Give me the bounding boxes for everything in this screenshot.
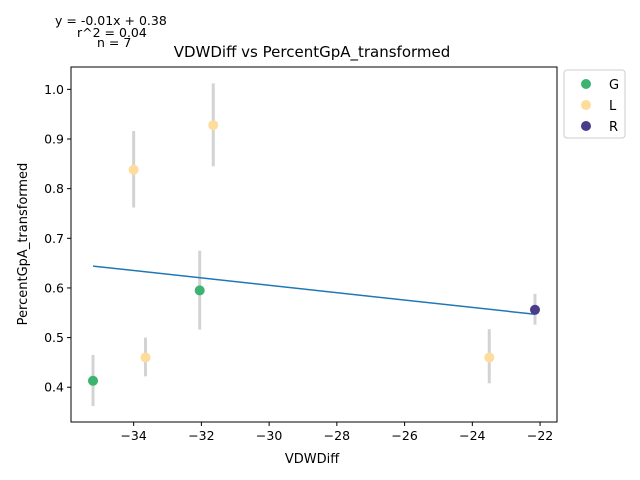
data-point-l	[140, 352, 151, 363]
legend-label-g: G	[609, 78, 619, 93]
y-tick-label: 0.4	[44, 380, 64, 395]
sample-size: n = 7	[97, 35, 131, 50]
error-bars	[91, 83, 537, 407]
annotation-group: y = -0.01x + 0.38 r^2 = 0.04 n = 7	[55, 13, 167, 50]
x-tick-label: −32	[188, 428, 214, 443]
y-tick-label: 0.5	[44, 330, 64, 345]
y-tick-label: 0.6	[44, 280, 64, 295]
legend-label-l: L	[609, 99, 617, 114]
y-tick-label: 1.0	[44, 82, 64, 97]
y-tick-label: 0.7	[44, 231, 64, 246]
legend-label-r: R	[609, 120, 618, 135]
data-point-l	[208, 120, 219, 131]
x-tick-label: −26	[391, 428, 417, 443]
x-axis-ticks: −34 −32 −30 −28 −26 −24 −22	[120, 422, 553, 443]
legend-marker-l	[581, 100, 591, 110]
data-point-g	[88, 375, 99, 386]
x-tick-label: −28	[324, 428, 350, 443]
fit-line-group	[92, 265, 536, 316]
x-axis-label: VDWDiff	[285, 452, 340, 467]
data-point-l	[484, 352, 495, 363]
x-tick-label: −22	[527, 428, 553, 443]
x-tick-label: −34	[120, 428, 146, 443]
legend-marker-g	[581, 79, 591, 89]
x-tick-label: −30	[256, 428, 282, 443]
data-points	[88, 120, 540, 386]
x-tick-label: −24	[459, 428, 485, 443]
legend-marker-r	[581, 121, 591, 131]
y-axis-ticks: 0.4 0.5 0.6 0.7 0.8 0.9 1.0	[44, 82, 71, 395]
plot-area	[70, 66, 558, 423]
r-squared: r^2 = 0.04	[77, 25, 147, 40]
y-tick-label: 0.8	[44, 181, 64, 196]
legend: G L R	[563, 69, 626, 139]
chart-title: VDWDiff vs PercentGpA_transformed	[174, 43, 451, 62]
data-point-l	[128, 164, 139, 175]
data-point-g	[194, 285, 205, 296]
y-tick-label: 0.9	[44, 131, 64, 146]
data-point-r	[529, 304, 540, 315]
fit-equation: y = -0.01x + 0.38	[55, 13, 167, 28]
regression-line	[92, 265, 536, 316]
legend-frame	[563, 69, 626, 139]
y-axis-label: PercentGpA_transformed	[16, 163, 31, 326]
